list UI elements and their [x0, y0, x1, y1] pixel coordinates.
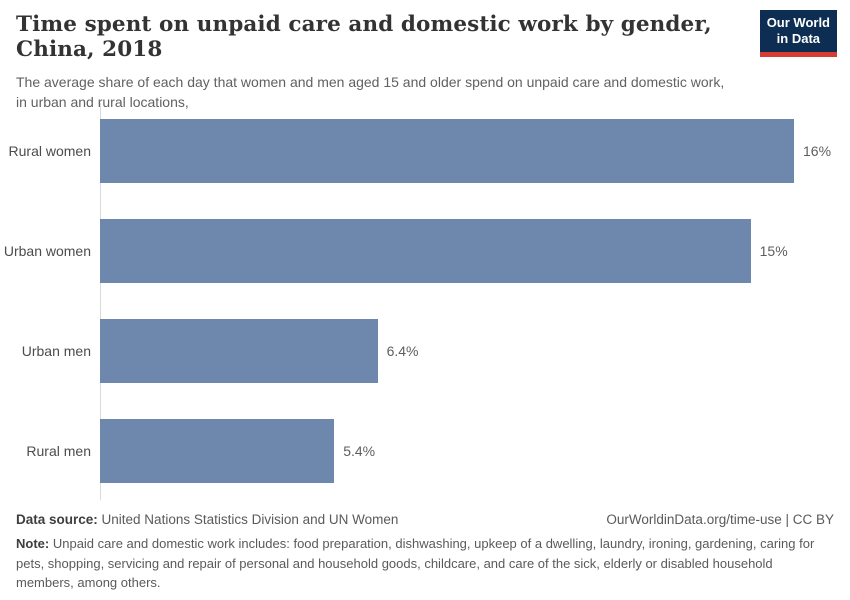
owid-logo-line1: Our World — [766, 15, 830, 30]
value-label-rural-women: 16% — [803, 143, 832, 159]
chart-row-rural-women: Rural women 16% — [0, 101, 850, 201]
chart-row-rural-men: Rural men 5.4% — [0, 401, 850, 501]
owid-logo-line2: in Data — [776, 31, 821, 47]
bar-plot: Rural women 16% Urban women 15% Urban men 6.4… — [0, 101, 850, 501]
chart-header: Time spent on unpaid care and domestic w… — [16, 12, 756, 113]
bar-urban-women[interactable] — [100, 219, 751, 283]
y-axis-line — [100, 103, 101, 500]
bar-track-rural-men: 5.4% — [96, 419, 850, 483]
bar-urban-men[interactable] — [100, 319, 378, 383]
category-label-urban-women: Urban women — [3, 243, 91, 259]
source-line: Data source: United Nations Statistics D… — [16, 512, 834, 527]
chart-footer: Data source: United Nations Statistics D… — [16, 512, 834, 593]
rights-text: OurWorldinData.org/time-use | CC BY — [606, 512, 834, 527]
chart-subtitle: The average share of each day that women… — [16, 74, 725, 111]
bar-track-urban-men: 6.4% — [96, 319, 850, 383]
bar-rural-men[interactable] — [100, 419, 335, 483]
bar-chart: Rural women 16% Urban women 15% Urban men 6.4… — [0, 101, 850, 501]
data-source-text: United Nations Statistics Division and U… — [101, 512, 399, 527]
data-source-label: Data source: — [16, 512, 102, 527]
bar-rural-women[interactable] — [100, 119, 794, 183]
chart-row-urban-women: Urban women 15% — [0, 201, 850, 301]
note-text: Unpaid care and domestic work includes: … — [16, 536, 815, 590]
data-source: Data source: United Nations Statistics D… — [16, 512, 398, 527]
category-label-rural-men: Rural men — [26, 443, 91, 459]
chart-note: Note: Unpaid care and domestic work incl… — [16, 534, 834, 593]
bar-track-rural-women: 16% — [96, 119, 850, 183]
category-label-rural-women: Rural women — [8, 143, 91, 159]
value-label-urban-men: 6.4% — [386, 343, 419, 359]
chart-row-urban-men: Urban men 6.4% — [0, 301, 850, 401]
value-label-urban-women: 15% — [759, 243, 788, 259]
bar-track-urban-women: 15% — [96, 219, 850, 283]
note-label: Note: — [16, 536, 53, 551]
chart-title: Time spent on unpaid care and domestic w… — [16, 12, 712, 62]
category-label-urban-men: Urban men — [21, 343, 91, 359]
value-label-rural-men: 5.4% — [343, 443, 376, 459]
owid-logo: Our World in Data — [759, 10, 837, 57]
